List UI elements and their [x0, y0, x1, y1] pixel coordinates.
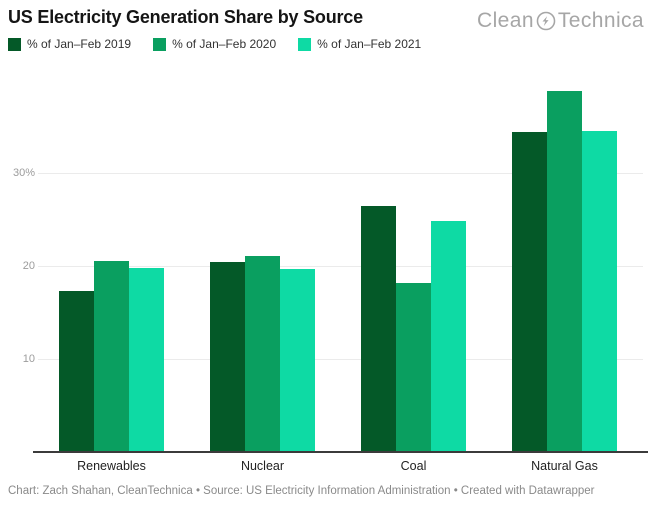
legend-label: % of Jan–Feb 2021	[317, 37, 422, 51]
chart-title: US Electricity Generation Share by Sourc…	[8, 7, 363, 27]
bar-nuclear--of-jan-feb-2021	[280, 268, 315, 452]
x-axis-label-nuclear: Nuclear	[240, 459, 285, 473]
bar-coal--of-jan-feb-2021	[431, 221, 466, 452]
legend-item--of-jan-feb-2021: % of Jan–Feb 2021	[298, 37, 421, 51]
bar-coal--of-jan-feb-2019	[361, 205, 396, 452]
bar-natural-gas--of-jan-feb-2019	[512, 132, 547, 452]
y-tick-label-10: 10	[22, 353, 35, 365]
bar-chart-plot: 10 20 30% Renewables Nuclear Coal Natural Gas	[0, 62, 650, 473]
lightning-circle-icon	[534, 10, 558, 32]
legend-label: % of Jan–Feb 2019	[27, 37, 132, 51]
x-axis-label-coal: Coal	[400, 459, 427, 473]
bar-group-renewables: Renewables	[59, 62, 164, 473]
gridline-10	[38, 358, 643, 360]
legend-item--of-jan-feb-2019: % of Jan–Feb 2019	[8, 37, 131, 51]
bar-natural-gas--of-jan-feb-2021	[582, 131, 617, 452]
chart-footer: Chart: Zach Shahan, CleanTechnica • Sour…	[8, 485, 595, 497]
bar-group-coal: Coal	[361, 62, 466, 473]
x-axis-line	[33, 451, 648, 453]
bar-coal--of-jan-feb-2020	[396, 282, 431, 452]
x-axis-label-renewables: Renewables	[77, 459, 146, 473]
gridline-20	[38, 265, 643, 267]
y-tick-label-30: 30%	[12, 167, 35, 179]
legend: % of Jan–Feb 2019 % of Jan–Feb 2020 % of J…	[8, 37, 443, 51]
legend-label: % of Jan–Feb 2020	[172, 37, 277, 51]
bar-nuclear--of-jan-feb-2020	[245, 255, 280, 452]
logo-text-technica: Technica	[557, 9, 644, 32]
bar-group-nuclear: Nuclear	[210, 62, 315, 473]
legend-swatch-icon	[8, 37, 21, 51]
bar-group-natural-gas: Natural Gas	[512, 62, 617, 473]
bar-renewables--of-jan-feb-2019	[59, 291, 94, 452]
cleantechnica-logo: Clean Technica	[477, 9, 644, 33]
gridline-30	[38, 172, 643, 174]
y-tick-label-20: 20	[22, 260, 35, 272]
legend-item--of-jan-feb-2020: % of Jan–Feb 2020	[153, 37, 276, 51]
legend-swatch-icon	[298, 37, 312, 51]
bar-nuclear--of-jan-feb-2019	[210, 262, 245, 452]
logo-text-clean: Clean	[477, 9, 534, 32]
x-axis-label-natural-gas: Natural Gas	[531, 459, 598, 473]
bar-renewables--of-jan-feb-2020	[94, 261, 129, 452]
bar-renewables--of-jan-feb-2021	[129, 267, 164, 452]
legend-swatch-icon	[153, 37, 167, 51]
bar-natural-gas--of-jan-feb-2020	[547, 91, 582, 452]
